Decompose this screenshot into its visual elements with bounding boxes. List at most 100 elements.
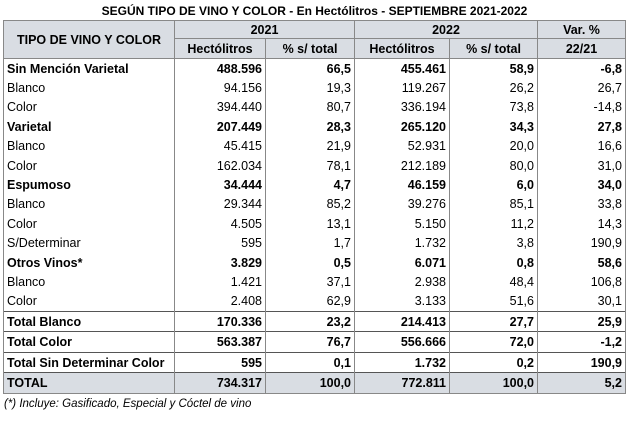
header-hl-2022: Hectólitros bbox=[354, 38, 450, 59]
cell-pct-2021: 13,1 bbox=[265, 214, 355, 234]
cell-var: 14,3 bbox=[537, 214, 626, 234]
table-row: Total Blanco 170.336 23,2 214.413 27,7 25,9 bbox=[3, 311, 626, 332]
cell-var: -6,8 bbox=[537, 58, 626, 79]
cell-var: 106,8 bbox=[537, 272, 626, 292]
cell-var: 34,0 bbox=[537, 175, 626, 195]
cell-hl-2021: 394.440 bbox=[174, 97, 266, 118]
cell-hl-2022: 119.267 bbox=[354, 78, 450, 98]
cell-hl-2022: 2.938 bbox=[354, 272, 450, 292]
cell-hl-2021: 595 bbox=[174, 233, 266, 253]
cell-hl-2022: 6.071 bbox=[354, 252, 450, 273]
row-label: Espumoso bbox=[3, 175, 175, 195]
cell-pct-2022: 85,1 bbox=[449, 194, 538, 215]
cell-hl-2022: 39.276 bbox=[354, 194, 450, 215]
table-row: Blanco 29.344 85,2 39.276 85,1 33,8 bbox=[3, 194, 626, 215]
table-row: Blanco 45.415 21,9 52.931 20,0 16,6 bbox=[3, 136, 626, 156]
table-body: Sin Mención Varietal 488.596 66,5 455.461 58… bbox=[3, 58, 626, 394]
table-row: Color 162.034 78,1 212.189 80,0 31,0 bbox=[3, 155, 626, 176]
table-row: Blanco 1.421 37,1 2.938 48,4 106,8 bbox=[3, 272, 626, 292]
wine-volume-table: TIPO DE VINO Y COLOR 2021 2022 Var. % He… bbox=[3, 20, 626, 394]
table-row: Blanco 94.156 19,3 119.267 26,2 26,7 bbox=[3, 78, 626, 98]
row-label: Blanco bbox=[3, 136, 175, 156]
cell-hl-2021: 162.034 bbox=[174, 155, 266, 176]
cell-hl-2022: 214.413 bbox=[354, 311, 450, 332]
cell-pct-2021: 66,5 bbox=[265, 58, 355, 79]
cell-var: 30,1 bbox=[537, 291, 626, 312]
cell-pct-2022: 34,3 bbox=[449, 117, 538, 137]
cell-hl-2021: 29.344 bbox=[174, 194, 266, 215]
cell-hl-2021: 595 bbox=[174, 351, 266, 373]
cell-hl-2022: 1.732 bbox=[354, 351, 450, 373]
cell-pct-2021: 80,7 bbox=[265, 97, 355, 118]
header-pct-2021: % s/ total bbox=[265, 38, 355, 59]
cell-pct-2021: 37,1 bbox=[265, 272, 355, 292]
header-tipo: TIPO DE VINO Y COLOR bbox=[3, 20, 175, 59]
cell-hl-2022: 5.150 bbox=[354, 214, 450, 234]
cell-pct-2021: 1,7 bbox=[265, 233, 355, 253]
cell-pct-2022: 58,9 bbox=[449, 58, 538, 79]
table-row: Color 394.440 80,7 336.194 73,8 -14,8 bbox=[3, 97, 626, 118]
cell-pct-2021: 76,7 bbox=[265, 331, 355, 353]
cell-hl-2022: 52.931 bbox=[354, 136, 450, 156]
cell-pct-2021: 28,3 bbox=[265, 117, 355, 137]
cell-var: 16,6 bbox=[537, 136, 626, 156]
cell-var: -1,2 bbox=[537, 331, 626, 353]
cell-pct-2022: 51,6 bbox=[449, 291, 538, 312]
cell-hl-2021: 3.829 bbox=[174, 252, 266, 273]
row-label: TOTAL bbox=[3, 372, 175, 394]
cell-pct-2021: 78,1 bbox=[265, 155, 355, 176]
cell-hl-2022: 336.194 bbox=[354, 97, 450, 118]
row-label: Blanco bbox=[3, 78, 175, 98]
row-label: Color bbox=[3, 214, 175, 234]
cell-hl-2021: 45.415 bbox=[174, 136, 266, 156]
table-row: Color 2.408 62,9 3.133 51,6 30,1 bbox=[3, 291, 626, 312]
cell-var: 27,8 bbox=[537, 117, 626, 137]
cell-hl-2022: 455.461 bbox=[354, 58, 450, 79]
table-row: Total Color 563.387 76,7 556.666 72,0 -1,2 bbox=[3, 331, 626, 353]
cell-pct-2021: 0,1 bbox=[265, 351, 355, 373]
cell-hl-2021: 1.421 bbox=[174, 272, 266, 292]
cell-hl-2022: 3.133 bbox=[354, 291, 450, 312]
header-pct-2022: % s/ total bbox=[449, 38, 538, 59]
cell-var: 26,7 bbox=[537, 78, 626, 98]
cell-hl-2022: 1.732 bbox=[354, 233, 450, 253]
row-label: Color bbox=[3, 97, 175, 118]
cell-hl-2021: 94.156 bbox=[174, 78, 266, 98]
cell-hl-2022: 556.666 bbox=[354, 331, 450, 353]
cell-var: 5,2 bbox=[537, 372, 626, 394]
cell-var: 58,6 bbox=[537, 252, 626, 273]
header-var-bottom: 22/21 bbox=[537, 38, 626, 59]
cell-hl-2021: 4.505 bbox=[174, 214, 266, 234]
cell-pct-2021: 62,9 bbox=[265, 291, 355, 312]
cell-hl-2022: 46.159 bbox=[354, 175, 450, 195]
row-label: Blanco bbox=[3, 194, 175, 215]
cell-pct-2022: 73,8 bbox=[449, 97, 538, 118]
cell-pct-2022: 6,0 bbox=[449, 175, 538, 195]
cell-pct-2022: 3,8 bbox=[449, 233, 538, 253]
cell-hl-2021: 488.596 bbox=[174, 58, 266, 79]
cell-pct-2022: 27,7 bbox=[449, 311, 538, 332]
table-row: Varietal 207.449 28,3 265.120 34,3 27,8 bbox=[3, 117, 626, 137]
header-2022: 2022 bbox=[354, 20, 538, 39]
cell-var: -14,8 bbox=[537, 97, 626, 118]
cell-var: 33,8 bbox=[537, 194, 626, 215]
cell-var: 190,9 bbox=[537, 351, 626, 373]
row-label: Total Sin Determinar Color bbox=[3, 351, 175, 373]
row-label: Blanco bbox=[3, 272, 175, 292]
row-label: Otros Vinos* bbox=[3, 252, 175, 273]
table-title: SEGÚN TIPO DE VINO Y COLOR - En Hectólit… bbox=[101, 4, 528, 18]
cell-pct-2021: 21,9 bbox=[265, 136, 355, 156]
cell-pct-2022: 26,2 bbox=[449, 78, 538, 98]
cell-pct-2022: 72,0 bbox=[449, 331, 538, 353]
row-label: S/Determinar bbox=[3, 233, 175, 253]
cell-hl-2021: 170.336 bbox=[174, 311, 266, 332]
row-label: Varietal bbox=[3, 117, 175, 137]
table-row: Espumoso 34.444 4,7 46.159 6,0 34,0 bbox=[3, 175, 626, 195]
cell-pct-2022: 0,2 bbox=[449, 351, 538, 373]
header-var-top: Var. % bbox=[537, 20, 626, 39]
table-row: Sin Mención Varietal 488.596 66,5 455.461 58… bbox=[3, 58, 626, 79]
cell-pct-2021: 19,3 bbox=[265, 78, 355, 98]
cell-pct-2022: 0,8 bbox=[449, 252, 538, 273]
cell-pct-2022: 48,4 bbox=[449, 272, 538, 292]
cell-pct-2021: 4,7 bbox=[265, 175, 355, 195]
